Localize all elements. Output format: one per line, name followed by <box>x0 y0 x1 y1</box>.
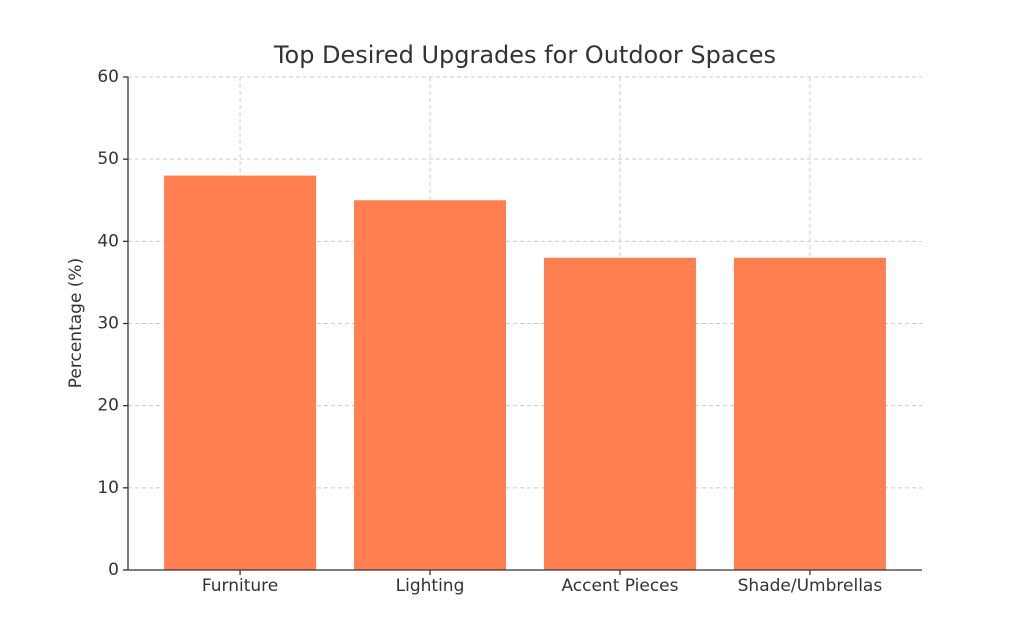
x-tick-label: Lighting <box>396 576 465 596</box>
y-tick-label: 30 <box>97 314 119 334</box>
y-tick-label: 20 <box>97 396 119 416</box>
bar <box>733 257 886 570</box>
y-tick-label: 10 <box>97 478 119 498</box>
x-tick-label: Furniture <box>202 576 278 596</box>
y-tick-label: 60 <box>97 67 119 87</box>
y-tick-label: 0 <box>108 560 119 580</box>
y-tick-label: 50 <box>97 149 119 169</box>
bar <box>164 175 317 570</box>
bar <box>543 257 696 570</box>
chart-title: Top Desired Upgrades for Outdoor Spaces <box>273 41 776 69</box>
y-tick-label: 40 <box>97 231 119 251</box>
y-axis-label: Percentage (%) <box>66 258 86 388</box>
bar <box>354 200 507 570</box>
x-tick-label: Accent Pieces <box>561 576 678 596</box>
x-tick-label: Shade/Umbrellas <box>738 576 883 596</box>
